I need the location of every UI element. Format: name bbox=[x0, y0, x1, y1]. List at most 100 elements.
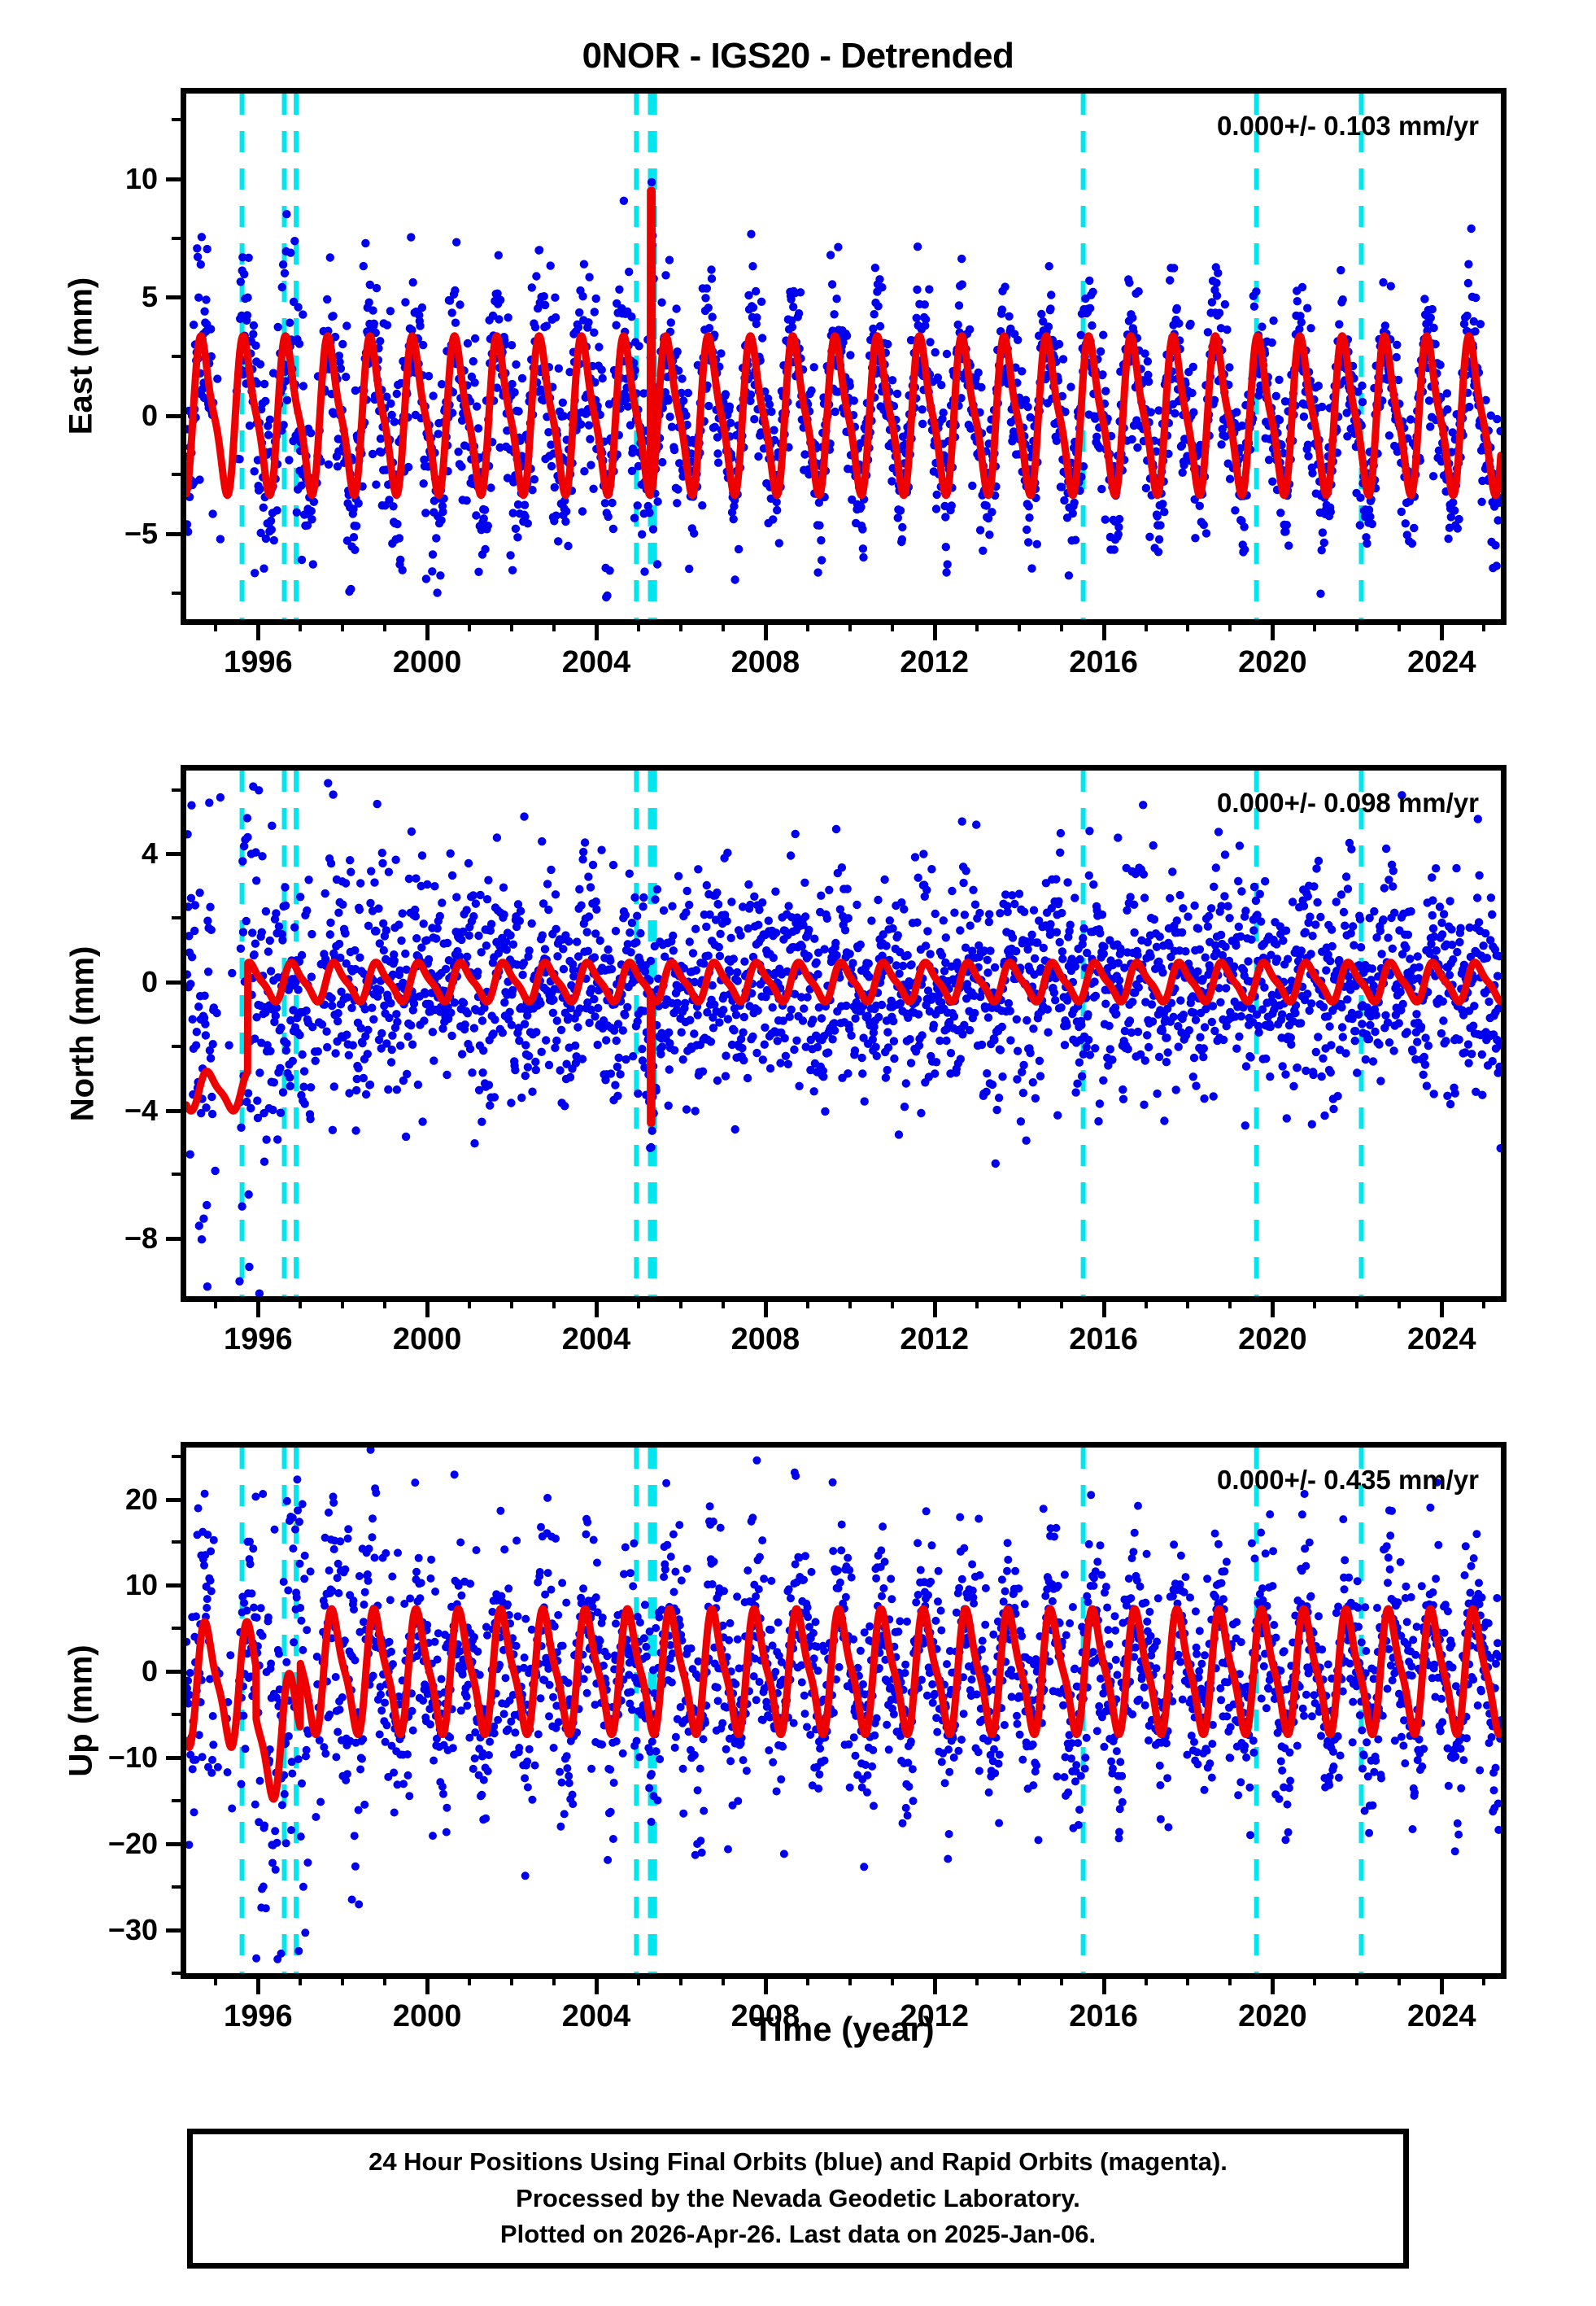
y-tick-mark-minor bbox=[172, 788, 181, 792]
y-tick-mark-minor bbox=[172, 916, 181, 920]
panel-north: 0.000+/- 0.098 mm/yr bbox=[181, 765, 1507, 1302]
x-tick-mark-minor bbox=[341, 1296, 345, 1308]
x-tick-label: 2016 bbox=[1069, 1999, 1138, 2033]
x-tick-label: 2012 bbox=[900, 645, 969, 679]
y-tick-mark bbox=[166, 532, 181, 537]
x-tick-mark-minor bbox=[890, 1296, 894, 1308]
x-tick-mark-minor bbox=[1017, 619, 1021, 631]
x-tick-label: 1996 bbox=[224, 645, 293, 679]
y-tick-mark-minor bbox=[172, 473, 181, 477]
x-tick-label: 2016 bbox=[1069, 645, 1138, 679]
y-tick-mark-minor bbox=[172, 1173, 181, 1177]
x-tick-mark bbox=[932, 619, 937, 640]
x-tick-label: 2004 bbox=[561, 1322, 631, 1356]
panel-north-canvas bbox=[186, 771, 1501, 1296]
x-tick-label: 2024 bbox=[1406, 645, 1476, 679]
caption-line-3: Plotted on 2026-Apr-26. Last data on 202… bbox=[499, 2220, 1097, 2249]
x-tick-mark-minor bbox=[214, 1296, 218, 1308]
x-tick-mark-minor bbox=[1144, 619, 1148, 631]
y-tick-mark-minor bbox=[172, 1713, 181, 1717]
x-tick-mark-minor bbox=[678, 1296, 682, 1308]
y-tick-mark-minor bbox=[172, 1972, 181, 1975]
y-tick-label: −5 bbox=[124, 517, 158, 551]
x-tick-mark-minor bbox=[468, 619, 472, 631]
x-tick-mark-minor bbox=[848, 1973, 852, 1985]
y-tick-label: 10 bbox=[124, 161, 158, 195]
y-tick-mark-minor bbox=[172, 355, 181, 358]
panel-east-plot-area bbox=[186, 94, 1501, 619]
x-tick-label: 2024 bbox=[1406, 1999, 1476, 2033]
x-tick-mark bbox=[595, 619, 600, 640]
x-tick-label: 1996 bbox=[224, 1322, 293, 1356]
x-tick-mark bbox=[1101, 1296, 1106, 1317]
x-tick-mark-minor bbox=[975, 619, 979, 631]
panel-east-ylabel: East (mm) bbox=[63, 277, 99, 435]
y-tick-mark bbox=[166, 1842, 181, 1847]
x-tick-mark-minor bbox=[1186, 1296, 1190, 1308]
x-tick-mark bbox=[256, 1973, 261, 1994]
x-tick-mark-minor bbox=[299, 619, 303, 631]
panel-up-ylabel: Up (mm) bbox=[63, 1644, 99, 1777]
x-tick-mark-minor bbox=[1186, 1973, 1190, 1985]
caption-box: 24 Hour Positions Using Final Orbits (bl… bbox=[187, 2129, 1409, 2269]
x-tick-mark-minor bbox=[721, 619, 725, 631]
x-tick-mark-minor bbox=[1313, 1973, 1317, 1985]
y-tick-mark bbox=[166, 980, 181, 985]
y-tick-label: 0 bbox=[141, 1654, 158, 1688]
x-tick-mark-minor bbox=[1228, 619, 1232, 631]
x-tick-label: 2012 bbox=[900, 1999, 969, 2033]
caption-line-1: 24 Hour Positions Using Final Orbits (bl… bbox=[368, 2147, 1228, 2176]
x-tick-mark bbox=[1271, 619, 1275, 640]
panel-up-plot-area bbox=[186, 1448, 1501, 1973]
x-tick-mark-minor bbox=[1355, 1973, 1359, 1985]
x-tick-mark-minor bbox=[636, 619, 640, 631]
x-tick-label: 2004 bbox=[561, 645, 631, 679]
x-tick-mark-minor bbox=[1228, 1973, 1232, 1985]
x-tick-mark bbox=[763, 1296, 768, 1317]
x-tick-label: 2024 bbox=[1406, 1322, 1476, 1356]
y-tick-label: −10 bbox=[107, 1740, 158, 1775]
x-tick-mark-minor bbox=[383, 1973, 387, 1985]
x-tick-mark bbox=[1271, 1296, 1275, 1317]
y-tick-mark-minor bbox=[172, 1454, 181, 1458]
page-title: 0NOR - IGS20 - Detrended bbox=[582, 36, 1014, 76]
x-tick-label: 2008 bbox=[730, 645, 800, 679]
y-tick-label: −20 bbox=[107, 1827, 158, 1861]
x-tick-mark bbox=[595, 1296, 600, 1317]
panel-north-rate-annotation: 0.000+/- 0.098 mm/yr bbox=[1217, 788, 1479, 818]
y-tick-mark bbox=[166, 1108, 181, 1113]
panel-up-rate-annotation: 0.000+/- 0.435 mm/yr bbox=[1217, 1465, 1479, 1495]
x-tick-mark-minor bbox=[214, 619, 218, 631]
y-tick-label: 0 bbox=[141, 964, 158, 998]
x-tick-mark-minor bbox=[1355, 619, 1359, 631]
x-tick-mark-minor bbox=[468, 1973, 472, 1985]
x-tick-mark-minor bbox=[805, 1973, 809, 1985]
y-tick-mark bbox=[166, 1928, 181, 1933]
y-tick-label: 5 bbox=[141, 280, 158, 314]
y-tick-mark bbox=[166, 852, 181, 857]
x-tick-mark-minor bbox=[383, 1296, 387, 1308]
x-tick-mark-minor bbox=[890, 619, 894, 631]
x-tick-mark bbox=[932, 1973, 937, 1994]
x-tick-mark-minor bbox=[299, 1973, 303, 1985]
x-tick-mark-minor bbox=[299, 1296, 303, 1308]
x-tick-mark-minor bbox=[341, 1973, 345, 1985]
y-tick-mark-minor bbox=[172, 1627, 181, 1631]
x-tick-label: 2000 bbox=[392, 645, 462, 679]
x-tick-label: 2008 bbox=[730, 1322, 800, 1356]
x-tick-mark-minor bbox=[1144, 1296, 1148, 1308]
x-tick-mark-minor bbox=[636, 1973, 640, 1985]
panel-up: 0.000+/- 0.435 mm/yr bbox=[181, 1442, 1507, 1979]
x-tick-label: 2020 bbox=[1238, 1322, 1307, 1356]
y-tick-label: 4 bbox=[141, 836, 158, 871]
x-tick-mark-minor bbox=[848, 619, 852, 631]
x-tick-mark-minor bbox=[975, 1973, 979, 1985]
x-tick-mark-minor bbox=[1059, 1296, 1063, 1308]
x-tick-label: 2020 bbox=[1238, 1999, 1307, 2033]
x-tick-mark-minor bbox=[341, 619, 345, 631]
x-tick-mark-minor bbox=[510, 619, 514, 631]
x-tick-mark-minor bbox=[721, 1973, 725, 1985]
y-tick-mark bbox=[166, 413, 181, 418]
y-tick-mark bbox=[166, 177, 181, 181]
x-tick-mark-minor bbox=[1482, 1973, 1486, 1985]
